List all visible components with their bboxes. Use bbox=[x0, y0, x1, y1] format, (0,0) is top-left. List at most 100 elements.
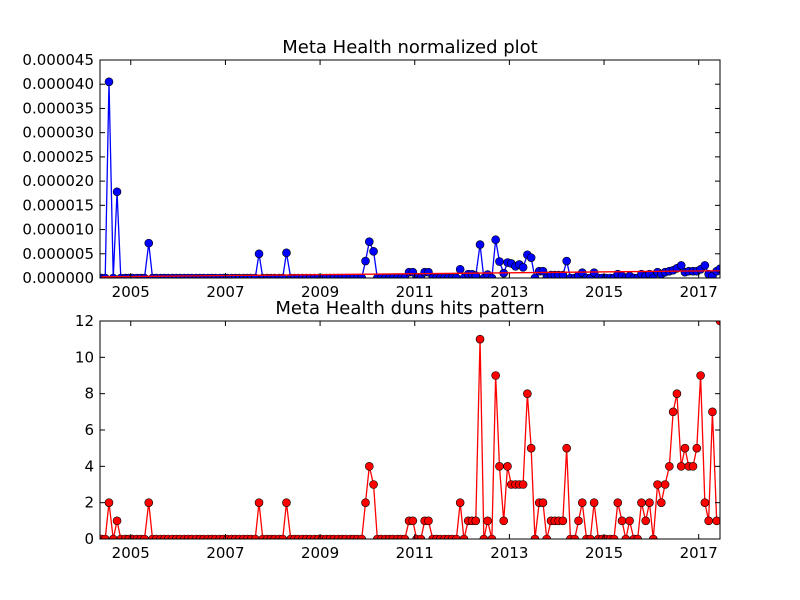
data-point bbox=[704, 516, 713, 526]
data-point bbox=[416, 534, 426, 539]
data-point bbox=[100, 534, 110, 539]
chart-title-hits: Meta Health duns hits pattern bbox=[275, 298, 544, 319]
series-line-trend bbox=[101, 270, 720, 278]
data-point bbox=[424, 516, 433, 526]
data-point bbox=[538, 266, 548, 276]
data-point bbox=[613, 498, 623, 507]
data-point bbox=[570, 534, 579, 539]
data-point bbox=[104, 77, 114, 87]
y-tick-label: 6 bbox=[84, 421, 94, 439]
data-point bbox=[676, 261, 686, 270]
x-tick-label: 2005 bbox=[112, 544, 150, 562]
data-point bbox=[471, 516, 481, 526]
data-point bbox=[648, 534, 658, 539]
data-point bbox=[495, 257, 504, 266]
x-tick-label: 2011 bbox=[396, 283, 434, 301]
data-point bbox=[523, 389, 532, 398]
data-point bbox=[680, 443, 690, 453]
y-tick-label: 0.000025 bbox=[22, 148, 94, 166]
ticks-hits: 2005 2007 2009 2011 2013 2015 2017 0 2 4 6 8 10 12 bbox=[75, 312, 720, 562]
data-point bbox=[542, 534, 552, 539]
data-point bbox=[475, 240, 485, 249]
data-point bbox=[574, 516, 583, 526]
data-point bbox=[617, 516, 627, 526]
data-point bbox=[708, 407, 717, 417]
data-point bbox=[526, 443, 536, 453]
data-point bbox=[562, 256, 571, 266]
ticks-normalized: 2005 2007 2009 2011 2013 2015 2017 0.000000 0.00… bbox=[22, 51, 720, 301]
data-point bbox=[668, 407, 678, 417]
data-point bbox=[487, 534, 497, 539]
plot-area-hits bbox=[100, 321, 720, 539]
data-point bbox=[254, 498, 264, 507]
x-tick-label: 2011 bbox=[396, 544, 434, 562]
data-point bbox=[369, 480, 378, 489]
data-point bbox=[621, 534, 631, 539]
x-tick-label: 2009 bbox=[301, 283, 339, 301]
data-point bbox=[108, 534, 118, 539]
data-point bbox=[641, 516, 650, 526]
data-point bbox=[104, 498, 114, 507]
y-tick-label: 10 bbox=[75, 348, 94, 366]
data-point bbox=[645, 498, 654, 507]
x-tick-label: 2005 bbox=[112, 283, 150, 301]
data-point bbox=[589, 498, 599, 507]
y-tick-label: 0.000040 bbox=[22, 75, 94, 93]
y-tick-label: 0.000000 bbox=[22, 269, 94, 287]
y-tick-label: 0.000005 bbox=[22, 245, 94, 263]
data-point bbox=[408, 516, 418, 526]
data-point bbox=[665, 462, 674, 471]
data-point bbox=[688, 462, 698, 471]
data-point bbox=[692, 443, 702, 453]
data-point bbox=[282, 498, 291, 507]
data-point bbox=[503, 462, 512, 471]
data-point bbox=[491, 371, 500, 380]
hits-pattern-chart: Meta Health duns hits pattern 2005 2007 20… bbox=[75, 298, 721, 562]
data-point bbox=[112, 516, 122, 526]
data-point bbox=[637, 498, 646, 507]
data-point bbox=[400, 534, 410, 539]
data-point bbox=[250, 534, 260, 539]
data-point bbox=[475, 334, 485, 344]
data-point bbox=[609, 534, 619, 539]
data-point bbox=[577, 498, 587, 507]
data-point bbox=[558, 516, 568, 526]
y-tick-label: 8 bbox=[84, 385, 94, 403]
data-point bbox=[538, 498, 548, 507]
marks-hits bbox=[100, 321, 720, 539]
data-point bbox=[369, 247, 378, 256]
data-point bbox=[715, 321, 720, 326]
x-tick-label: 2015 bbox=[585, 283, 623, 301]
x-tick-label: 2015 bbox=[585, 544, 623, 562]
data-point bbox=[499, 516, 509, 526]
data-point bbox=[696, 371, 705, 380]
data-point bbox=[361, 498, 370, 507]
x-tick-label: 2013 bbox=[490, 544, 528, 562]
data-point bbox=[491, 235, 500, 245]
x-tick-label: 2017 bbox=[680, 544, 718, 562]
normalized-plot-chart: Meta Health normalized plot 2005 2007 2009… bbox=[22, 37, 721, 301]
y-tick-label: 0.000035 bbox=[22, 99, 94, 117]
data-point bbox=[455, 498, 465, 507]
y-tick-label: 0.000015 bbox=[22, 196, 94, 214]
data-point bbox=[282, 248, 291, 258]
x-tick-label: 2013 bbox=[490, 283, 528, 301]
data-point bbox=[518, 480, 528, 489]
data-point bbox=[455, 264, 465, 274]
data-point bbox=[530, 273, 540, 278]
data-point bbox=[364, 237, 374, 246]
axes-frame-normalized bbox=[99, 59, 721, 279]
data-point bbox=[562, 443, 571, 453]
y-tick-label: 12 bbox=[75, 312, 94, 330]
data-point bbox=[518, 263, 528, 272]
data-point bbox=[526, 253, 536, 262]
x-tick-label: 2009 bbox=[301, 544, 339, 562]
y-tick-label: 0.000020 bbox=[22, 172, 94, 190]
data-point bbox=[254, 249, 264, 259]
data-point bbox=[633, 534, 642, 539]
data-point bbox=[364, 462, 374, 471]
y-tick-label: 0.000045 bbox=[22, 51, 94, 69]
x-tick-label: 2017 bbox=[680, 283, 718, 301]
y-tick-label: 2 bbox=[84, 494, 94, 512]
